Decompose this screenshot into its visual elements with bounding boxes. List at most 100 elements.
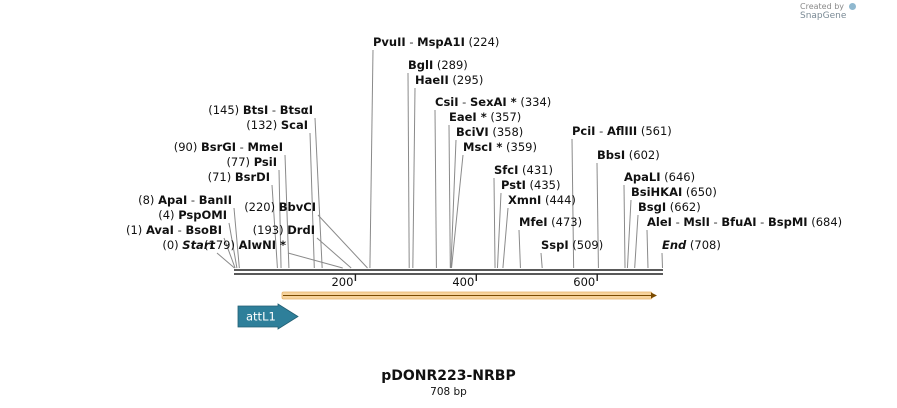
site-pvuii[interactable]: PvuII - MspA1I (224) bbox=[373, 35, 499, 49]
enzyme-name: DrdI bbox=[287, 223, 315, 237]
enzyme-name: XmnI bbox=[508, 193, 541, 207]
site-bsrdi[interactable]: (71) BsrDI bbox=[208, 170, 270, 184]
enzyme-name: MspA1I bbox=[417, 35, 465, 49]
site-leader-line bbox=[626, 199, 632, 269]
site-position: (220) bbox=[244, 200, 279, 214]
site-scai[interactable]: (132) ScaI bbox=[246, 118, 308, 132]
site-label-text: (71) BsrDI bbox=[208, 170, 270, 184]
enzyme-name: PsiI bbox=[254, 155, 277, 169]
site-apai[interactable]: (8) ApaI - BanII bbox=[138, 193, 232, 207]
enzyme-separator: - bbox=[187, 193, 198, 207]
site-psii[interactable]: (77) PsiI bbox=[226, 155, 277, 169]
enzyme-separator: - bbox=[459, 95, 470, 109]
site-position: (358) bbox=[489, 125, 524, 139]
enzyme-separator: - bbox=[174, 223, 185, 237]
enzyme-name: AlwNI * bbox=[239, 238, 286, 252]
site-start[interactable]: (0) Start bbox=[162, 238, 215, 252]
site-leader-line bbox=[278, 169, 282, 269]
site-position: (132) bbox=[246, 118, 281, 132]
site-bcivi[interactable]: BciVI (358) bbox=[456, 125, 523, 139]
site-pcii[interactable]: PciI - AflIII (561) bbox=[572, 124, 672, 138]
site-haeii[interactable]: HaeII (295) bbox=[415, 73, 483, 87]
enzyme-name: BglI bbox=[408, 58, 433, 72]
site-leader-line bbox=[434, 109, 437, 269]
site-label-text: BciVI (358) bbox=[456, 125, 523, 139]
enzyme-name: BsrGI bbox=[201, 140, 236, 154]
site-alwni[interactable]: (179) AlwNI * bbox=[204, 238, 286, 252]
enzyme-name: MscI * bbox=[463, 140, 502, 154]
site-label-text: BglI (289) bbox=[408, 58, 468, 72]
site-pspomi[interactable]: (4) PspOMI bbox=[158, 208, 227, 222]
site-leader-line bbox=[233, 207, 240, 269]
site-leader-line bbox=[228, 222, 238, 269]
site-label-text: End (708) bbox=[662, 238, 721, 252]
site-label-text: ApaLI (646) bbox=[624, 170, 695, 184]
enzyme-name: PspOMI bbox=[178, 208, 227, 222]
site-label-text: (90) BsrGI - MmeI bbox=[174, 140, 283, 154]
site-position: (334) bbox=[517, 95, 552, 109]
feature-attL1-label: attL1 bbox=[246, 310, 276, 324]
site-leader-line bbox=[502, 207, 509, 269]
site-label-text: (1) AvaI - BsoBI bbox=[126, 223, 222, 237]
site-psti[interactable]: PstI (435) bbox=[501, 178, 560, 192]
site-position: (357) bbox=[487, 110, 522, 124]
site-position: (473) bbox=[548, 215, 583, 229]
site-label-text: SspI (509) bbox=[541, 238, 603, 252]
site-leader-line bbox=[448, 124, 451, 269]
site-leader-line bbox=[271, 184, 278, 269]
site-position: (71) bbox=[208, 170, 235, 184]
site-position: (650) bbox=[682, 185, 717, 199]
enzyme-name: SspI bbox=[541, 238, 569, 252]
site-bgli[interactable]: BglI (289) bbox=[408, 58, 468, 72]
enzyme-separator: - bbox=[268, 103, 279, 117]
enzyme-name: End bbox=[662, 238, 687, 252]
site-sspi[interactable]: SspI (509) bbox=[541, 238, 603, 252]
site-leader-line bbox=[646, 229, 649, 269]
site-end[interactable]: End (708) bbox=[662, 238, 721, 252]
site-label-text: MscI * (359) bbox=[463, 140, 537, 154]
site-leader-line bbox=[623, 184, 626, 269]
enzyme-name: PvuII bbox=[373, 35, 406, 49]
site-leader-lines bbox=[216, 49, 663, 269]
site-leader-line bbox=[493, 177, 496, 269]
enzyme-name: AflIII bbox=[607, 124, 637, 138]
feature-attL1[interactable]: attL1 bbox=[237, 303, 299, 330]
site-apali[interactable]: ApaLI (646) bbox=[624, 170, 695, 184]
site-alei[interactable]: AleI - MslI - BfuAI - BspMI (684) bbox=[647, 215, 842, 229]
site-label-text: (179) AlwNI * bbox=[204, 238, 286, 252]
site-label-text: CsiI - SexAI * (334) bbox=[435, 95, 551, 109]
enzyme-separator: - bbox=[672, 215, 683, 229]
site-position: (224) bbox=[465, 35, 500, 49]
site-drdi[interactable]: (193) DrdI bbox=[253, 223, 315, 237]
site-sfci[interactable]: SfcI (431) bbox=[494, 163, 553, 177]
enzyme-name: ScaI bbox=[281, 118, 308, 132]
site-msci[interactable]: MscI * (359) bbox=[463, 140, 537, 154]
site-position: (90) bbox=[174, 140, 201, 154]
site-label-text: SfcI (431) bbox=[494, 163, 553, 177]
site-xmni[interactable]: XmnI (444) bbox=[508, 193, 576, 207]
site-eaei[interactable]: EaeI * (357) bbox=[449, 110, 521, 124]
enzyme-name: PciI bbox=[572, 124, 595, 138]
enzyme-name: BsiHKAI bbox=[631, 185, 682, 199]
orf-feature[interactable] bbox=[281, 291, 657, 300]
site-bsgi[interactable]: BsgI (662) bbox=[638, 200, 701, 214]
site-bsrgi[interactable]: (90) BsrGI - MmeI bbox=[174, 140, 283, 154]
site-btsi[interactable]: (145) BtsI - BtsαI bbox=[208, 103, 313, 117]
site-label-text: PvuII - MspA1I (224) bbox=[373, 35, 499, 49]
site-leader-line bbox=[216, 252, 235, 269]
site-leader-line bbox=[412, 87, 416, 269]
enzyme-name: CsiI bbox=[435, 95, 459, 109]
site-label-text: PciI - AflIII (561) bbox=[572, 124, 672, 138]
credit-brand: SnapGene bbox=[800, 11, 847, 21]
site-mfei[interactable]: MfeI (473) bbox=[519, 215, 582, 229]
site-bbsi[interactable]: BbsI (602) bbox=[597, 148, 660, 162]
ruler-tick-label: 400 bbox=[452, 275, 474, 289]
site-leader-line bbox=[284, 154, 290, 269]
site-bsihkai[interactable]: BsiHKAI (650) bbox=[631, 185, 717, 199]
snapgene-credit: Created by SnapGene bbox=[800, 2, 897, 21]
site-avai[interactable]: (1) AvaI - BsoBI bbox=[126, 223, 222, 237]
enzyme-name: SfcI bbox=[494, 163, 518, 177]
site-bbvci[interactable]: (220) BbvCI bbox=[244, 200, 316, 214]
site-csii[interactable]: CsiI - SexAI * (334) bbox=[435, 95, 551, 109]
enzyme-separator: - bbox=[595, 124, 606, 138]
